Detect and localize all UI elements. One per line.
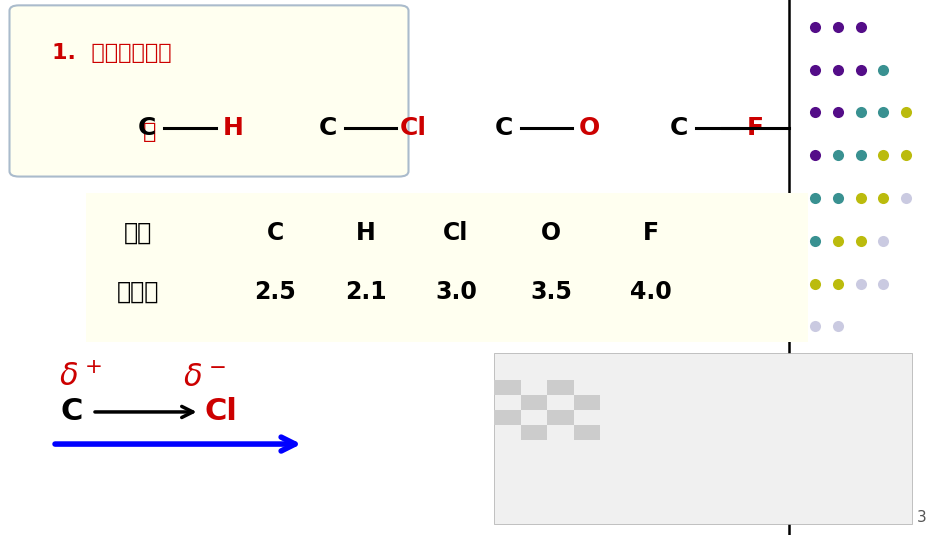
Text: 3.5: 3.5 (530, 280, 572, 303)
Text: 1.  诱导效应的概: 1. 诱导效应的概 (52, 43, 172, 63)
Text: 电负性: 电负性 (117, 280, 159, 303)
Text: C: C (494, 117, 513, 140)
Text: 4.0: 4.0 (630, 280, 672, 303)
Text: O: O (579, 117, 599, 140)
Text: O: O (541, 221, 561, 244)
Text: 念: 念 (142, 122, 156, 142)
Bar (547, 380, 574, 395)
Text: $\delta^-$: $\delta^-$ (183, 363, 225, 392)
Text: F: F (643, 221, 658, 244)
Text: 2.5: 2.5 (255, 280, 296, 303)
Text: C: C (318, 117, 337, 140)
Text: C: C (267, 221, 284, 244)
Text: C: C (60, 398, 83, 426)
Bar (494, 380, 521, 395)
Text: 元素: 元素 (124, 221, 152, 244)
Text: C: C (670, 117, 689, 140)
Bar (574, 425, 600, 440)
Text: H: H (222, 117, 243, 140)
Text: $\delta^+$: $\delta^+$ (60, 363, 102, 392)
Text: C: C (138, 117, 157, 140)
Bar (494, 410, 521, 425)
Bar (574, 395, 600, 410)
Text: 3.0: 3.0 (435, 280, 477, 303)
Text: F: F (747, 117, 764, 140)
Text: 2.1: 2.1 (345, 280, 387, 303)
Text: H: H (356, 221, 375, 244)
FancyBboxPatch shape (10, 5, 408, 177)
Bar (86, 193, 808, 342)
Text: Cl: Cl (400, 117, 427, 140)
Text: Cl: Cl (444, 221, 468, 244)
Bar (521, 425, 547, 440)
Bar (494, 353, 912, 524)
Bar (547, 410, 574, 425)
Bar (521, 395, 547, 410)
Text: 3: 3 (917, 510, 926, 525)
Text: Cl: Cl (205, 398, 238, 426)
